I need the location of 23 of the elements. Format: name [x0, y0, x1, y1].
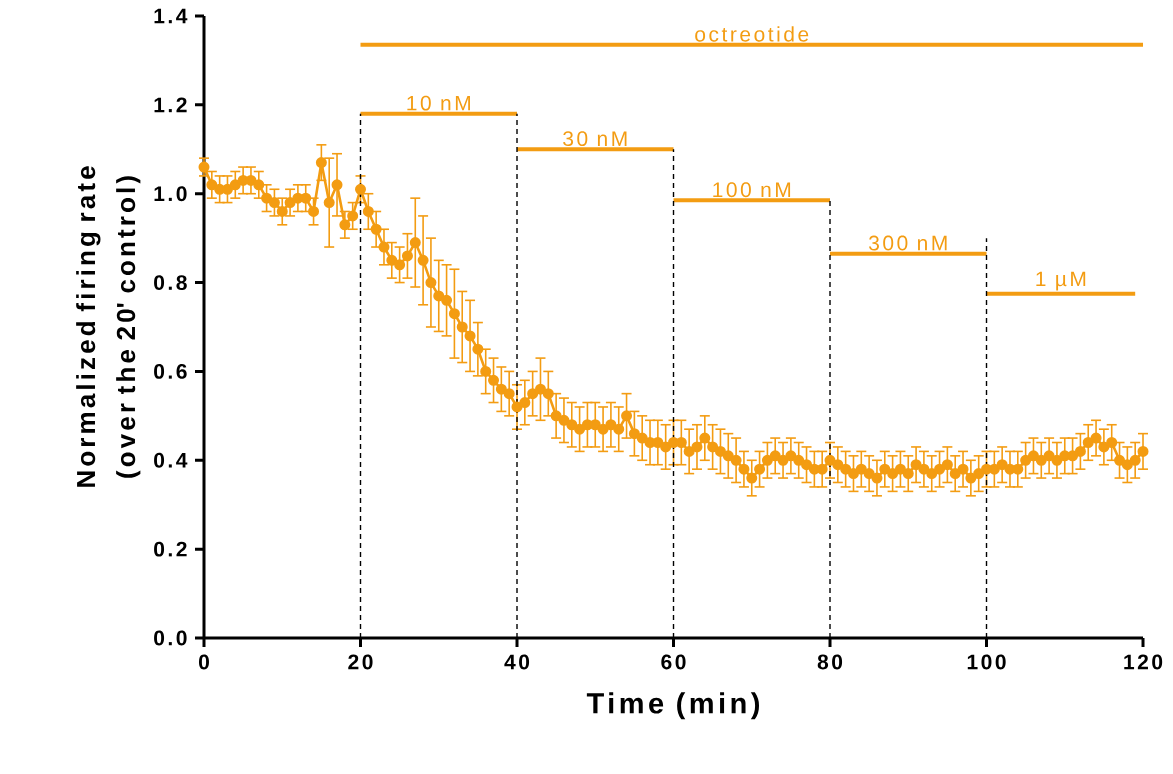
y-tick-label: 1.2	[154, 97, 187, 113]
series-label: 300 nM	[869, 235, 947, 251]
y-tick-label: 0.4	[154, 452, 188, 468]
x-tick-label: 0	[198, 654, 209, 670]
x-tick-label: 100	[967, 654, 1006, 670]
x-tick-label: 120	[1124, 654, 1163, 670]
x-tick-label: 20	[348, 654, 373, 670]
series-label: 10 nM	[407, 95, 470, 111]
y-tick-label: 0.0	[154, 630, 187, 646]
y-tick-label: 1.4	[154, 8, 188, 24]
series-label: 1 µM	[1036, 271, 1086, 291]
series-label: octreotide	[695, 26, 809, 42]
y-axis-title: Normalized firing rate (over the 20' control)	[76, 166, 141, 487]
y-tick-label: 0.8	[154, 275, 187, 290]
x-tick-label: 40	[504, 654, 530, 670]
y-tick-label: 0.6	[154, 363, 187, 379]
y-tick-label: 1.0	[154, 186, 187, 202]
x-tick-label: 60	[661, 654, 686, 670]
series-label: 100 nM	[713, 182, 791, 198]
series-label: 30 nM	[563, 131, 627, 147]
x-tick-label: 80	[817, 654, 843, 670]
x-axis-title: Time (min)	[586, 692, 760, 720]
y-tick-label: 0.2	[154, 541, 187, 557]
